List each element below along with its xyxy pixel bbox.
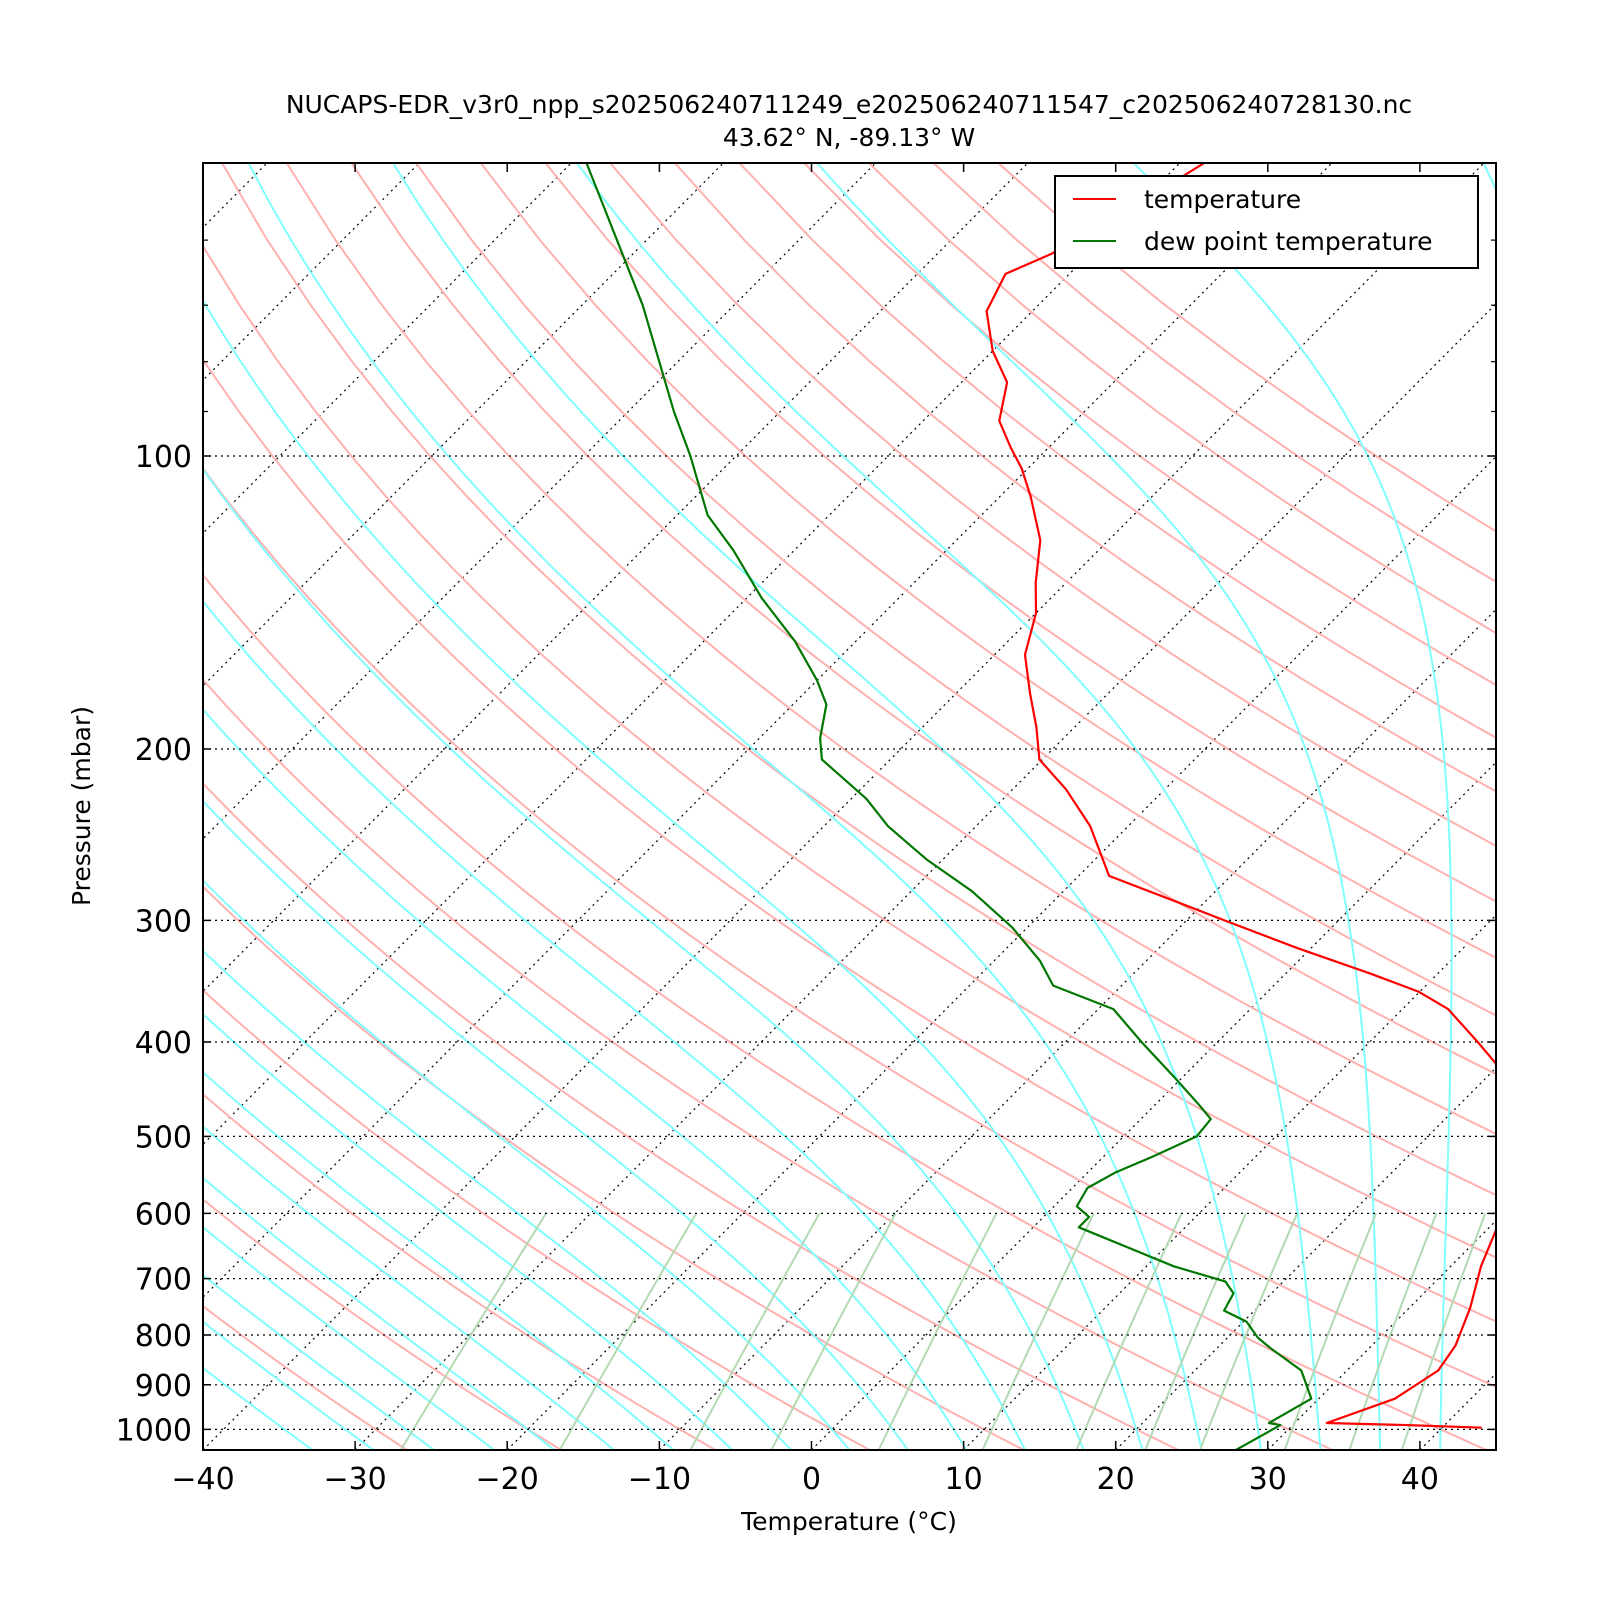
y-tick-label: 500 [135,1120,192,1155]
y-axis: 100 200 300 400 500 600 700 800 900 1000 [116,162,1496,1448]
y-tick-label: 600 [135,1197,192,1232]
moist-adiabat-line [203,1320,375,1450]
x-axis: −40 −30 −20 −10 0 10 20 30 40 [171,163,1439,1497]
y-tick-label: 400 [135,1026,192,1061]
dry-adiabat-line [203,781,1179,1450]
dry-adiabat-line [609,163,1496,848]
moist-adiabat-line [203,467,1085,1450]
y-tick-label: 1000 [116,1413,192,1448]
moist-adiabat-line [247,163,1203,1450]
dry-adiabat-line [285,163,1496,1135]
y-tick-label: 200 [135,733,192,768]
isotherm-line [203,163,572,534]
dry-adiabat-line [415,163,1496,1017]
dry-adiabat-line [203,1304,408,1450]
y-tick-label: 100 [135,440,192,475]
thermo-background [203,163,1496,1450]
isotherm-line [354,302,1496,1450]
dewpoint-line [585,163,1313,1450]
chart-title: NUCAPS-EDR_v3r0_npp_s202506240711249_e20… [286,90,1412,119]
dry-adiabat-line [203,1092,716,1450]
moist-adiabat-line [203,1125,615,1450]
moist-adiabat-line [203,1273,435,1450]
isotherm-line [203,163,724,687]
data-series [585,163,1496,1450]
legend-dewpoint: dew point temperature [1144,227,1433,256]
isotherm-line [203,163,1333,1299]
dry-adiabat-line [350,163,1496,1076]
moist-adiabat-line [816,163,1382,1450]
isotherm-line [506,455,1496,1450]
x-tick-label: −30 [323,1462,386,1497]
mixing-ratio-line [1199,1213,1299,1450]
y-tick-label: 800 [135,1319,192,1354]
mixing-ratio-line [1144,1212,1247,1450]
mixing-ratio-line [1400,1213,1487,1450]
y-tick-label: 300 [135,904,192,939]
legend: temperature dew point temperature [1054,175,1479,269]
dry-adiabat-line [203,885,1025,1450]
moist-adiabat-line [203,1176,556,1450]
moist-adiabat-line [576,163,1322,1450]
x-axis-label: Temperature (°C) [740,1507,957,1536]
x-tick-label: 0 [802,1462,821,1497]
mixing-ratio-line [1075,1212,1183,1450]
mixing-ratio-line [558,1212,698,1450]
temperature-line [985,163,1496,1429]
isotherm-line [203,163,877,840]
x-tick-label: 40 [1401,1462,1439,1497]
mixing-ratio-line [1348,1213,1438,1450]
x-tick-label: 30 [1249,1462,1287,1497]
moist-adiabat-line [203,799,909,1450]
x-tick-label: −10 [628,1462,691,1497]
mixing-ratio-line [399,1212,547,1450]
legend-box [1054,175,1479,269]
dry-adiabat-line [674,163,1496,793]
isotherm-line [658,608,1496,1450]
moist-adiabat-line [203,599,1026,1450]
isotherm-line [203,163,1485,1450]
legend-temperature: temperature [1144,185,1301,214]
mixing-ratio-line [770,1212,897,1450]
y-tick-label: 700 [135,1263,192,1298]
y-tick-label: 900 [135,1369,192,1404]
moist-adiabat-line [203,298,1144,1450]
moist-adiabat-line [203,1071,674,1450]
dry-adiabat-line [480,163,1496,959]
mixing-ratio-line [981,1212,1095,1450]
dry-adiabat-line [203,466,1496,1389]
dry-adiabat-line [203,678,1333,1450]
dry-adiabat-line [203,988,871,1450]
mixing-ratio-line [689,1212,821,1450]
moist-adiabat-line [203,1012,733,1450]
x-tick-label: −40 [171,1462,234,1497]
x-tick-label: −20 [476,1462,539,1497]
dry-adiabat-line [203,573,1488,1450]
isotherm-line [811,761,1496,1450]
moist-adiabat-line [203,949,792,1450]
y-axis-label: Pressure (mbar) [67,706,96,906]
moist-adiabat-line [392,163,1262,1450]
moist-adiabat-line [203,708,968,1450]
plot-frame [202,162,1497,1451]
moist-adiabat-line [203,1226,495,1450]
x-tick-label: 10 [945,1462,983,1497]
moist-adiabat-line [203,1366,314,1450]
mixing-ratio-line [877,1212,998,1450]
mixing-ratio-line [1283,1213,1378,1450]
x-tick-label: 20 [1097,1462,1135,1497]
isotherm-line [203,163,420,382]
isotherm-line [203,163,1181,1146]
dry-adiabat-line [203,357,1496,1323]
dry-adiabat-line [544,163,1496,903]
dry-adiabat-line [203,244,1496,1259]
chart-subtitle: 43.62° N, -89.13° W [723,123,975,152]
moist-adiabat-line [203,879,851,1450]
moist-adiabat-line [1133,163,1453,1450]
